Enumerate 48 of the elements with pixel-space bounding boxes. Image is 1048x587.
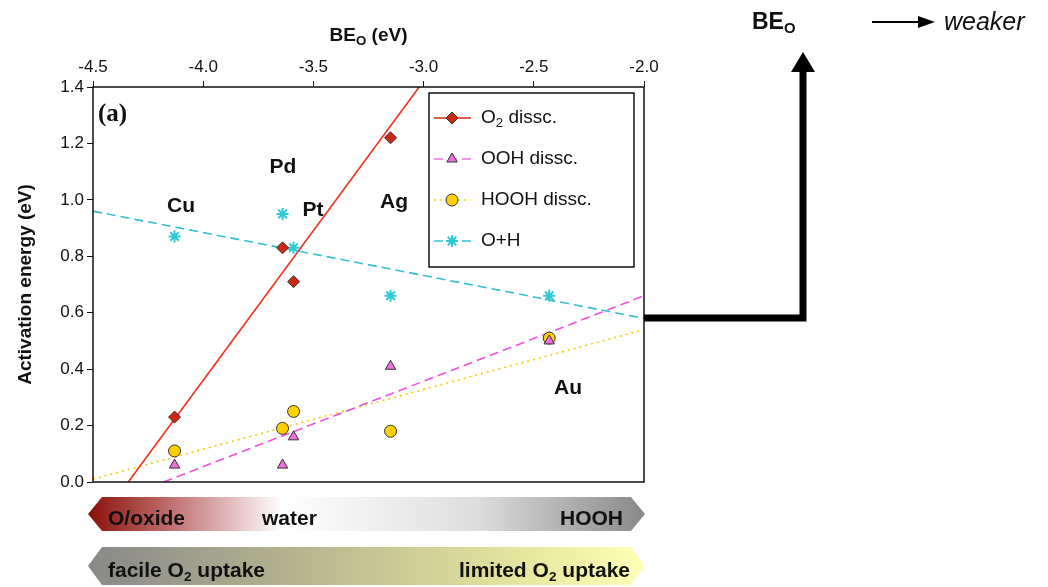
- x-tick-label: -4.0: [188, 57, 218, 77]
- point: [383, 288, 398, 303]
- annotation: Pt: [302, 196, 324, 220]
- y-axis-title: Activation energy (eV): [14, 184, 36, 385]
- legend-label: HOOH dissc.: [481, 188, 592, 210]
- annotation: Ag: [380, 188, 408, 212]
- point: [276, 458, 289, 469]
- x-tick-label: -2.0: [629, 57, 659, 77]
- point: [276, 421, 290, 435]
- y-tick-label: 1.0: [60, 189, 84, 209]
- point: [276, 241, 290, 255]
- point: [287, 404, 301, 418]
- point: [286, 240, 301, 255]
- point: [168, 444, 182, 458]
- point: [384, 131, 398, 145]
- x-tick-label: -2.5: [519, 57, 549, 77]
- annotation: Pd: [269, 153, 297, 177]
- annotation: (a): [98, 99, 128, 126]
- y-tick-label: 0.6: [60, 302, 84, 322]
- text: HOOH: [560, 506, 623, 529]
- point: [167, 229, 182, 244]
- x-tick-label: -4.5: [78, 57, 108, 77]
- text: weaker: [944, 7, 1025, 35]
- y-tick-label: 1.2: [60, 133, 84, 153]
- text: facile O$_{2}$ uptake: [108, 558, 265, 585]
- text: BE$_{O}$: [752, 8, 796, 37]
- x-tick-label: -3.5: [298, 57, 329, 77]
- point: [168, 410, 182, 424]
- annotation: Cu: [167, 192, 195, 216]
- y-tick-label: 1.4: [60, 76, 84, 96]
- y-tick-label: 0.2: [60, 415, 84, 435]
- point: [287, 430, 300, 441]
- point: [542, 288, 557, 303]
- text: limited O$_{2}$ uptake: [459, 558, 630, 585]
- point: [168, 458, 181, 469]
- y-tick-label: 0.0: [60, 471, 84, 491]
- x-tick-label: -3.0: [408, 57, 439, 77]
- legend-label: OOH dissc.: [481, 147, 579, 169]
- text: O/oxide: [108, 506, 186, 529]
- point: [384, 424, 398, 438]
- annotation: Au: [554, 374, 582, 398]
- y-tick-label: 0.4: [60, 358, 84, 378]
- y-tick-label: 0.8: [60, 245, 84, 265]
- point: [275, 206, 290, 221]
- point: [287, 275, 301, 289]
- text: water: [262, 506, 317, 529]
- point: [384, 359, 397, 370]
- legend-label: O+H: [481, 229, 521, 251]
